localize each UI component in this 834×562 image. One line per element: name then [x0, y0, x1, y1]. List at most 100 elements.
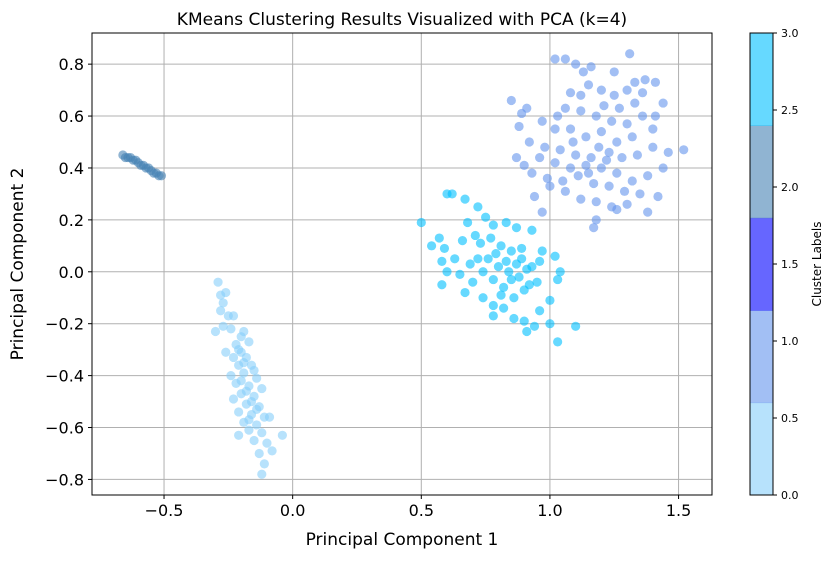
- cluster-1-point: [586, 152, 596, 163]
- y-tick-label: 0.4: [59, 159, 84, 178]
- cluster-2-point: [156, 171, 167, 181]
- cluster-1-point: [648, 124, 658, 134]
- cluster-3-point: [527, 225, 537, 235]
- x-tick-label: 0.5: [409, 501, 434, 520]
- cluster-1-point: [573, 171, 583, 181]
- cluster-1-point: [640, 75, 650, 85]
- cluster-0-point: [236, 376, 246, 386]
- colorbar-band: [750, 33, 773, 126]
- cluster-3-point: [442, 267, 452, 277]
- cluster-0-point: [239, 326, 249, 337]
- colorbar-band: [750, 125, 773, 219]
- cluster-0-point: [257, 383, 267, 394]
- cluster-0-point: [239, 368, 249, 378]
- cluster-0-point: [228, 311, 239, 321]
- cluster-1-point: [581, 132, 591, 142]
- cluster-0-point: [244, 425, 254, 435]
- cluster-1-point: [596, 127, 606, 137]
- cluster-1-point: [663, 147, 673, 157]
- cluster-1-point: [643, 171, 653, 181]
- cluster-1-point: [550, 54, 560, 64]
- plot-frame: [91, 32, 713, 496]
- cluster-1-point: [589, 178, 599, 189]
- cluster-1-point: [519, 160, 529, 170]
- colorbar-band: [750, 217, 773, 311]
- cluster-0-point: [221, 347, 231, 357]
- cluster-0-point: [249, 435, 259, 446]
- y-tick-label: −0.8: [45, 470, 84, 489]
- colorbar-tick-label: 3.0: [781, 27, 799, 40]
- cluster-1-point: [591, 111, 601, 121]
- cluster-0-point: [277, 430, 287, 440]
- cluster-1-point: [553, 111, 563, 121]
- cluster-1-point: [653, 191, 663, 202]
- cluster-0-point: [244, 415, 254, 425]
- grid-lines: [92, 33, 712, 495]
- cluster-1-point: [578, 67, 588, 77]
- cluster-1-point: [627, 132, 637, 142]
- y-tick-label: 0.2: [59, 211, 84, 230]
- y-tick-label: −0.2: [45, 315, 84, 334]
- cluster-1-point: [576, 90, 586, 100]
- cluster-3-point: [553, 337, 563, 347]
- cluster-3-point: [537, 246, 547, 256]
- y-axis-ticks: −0.8 −0.6 −0.4 −0.2 0.0 0.2 0.4 0.6 0.8: [45, 55, 92, 489]
- cluster-1-point: [560, 54, 570, 64]
- y-tick-label: −0.6: [45, 419, 84, 438]
- cluster-1-point: [596, 85, 606, 95]
- cluster-0-point: [234, 345, 244, 355]
- x-tick-label: 1.5: [666, 501, 691, 520]
- cluster-3-point: [473, 254, 483, 264]
- cluster-0-point: [216, 306, 226, 316]
- cluster-1-point: [565, 163, 576, 173]
- cluster-1-point: [537, 207, 547, 217]
- cluster-0-point: [244, 337, 254, 347]
- cluster-1-point: [612, 137, 622, 147]
- cluster-3-point: [499, 303, 509, 313]
- cluster-1-point: [581, 160, 591, 170]
- colorbar-tick-label: 1.0: [781, 335, 799, 348]
- cluster-3-point: [493, 261, 504, 272]
- cluster-3-point: [545, 319, 555, 329]
- cluster-1-point: [607, 116, 617, 126]
- x-axis-label: Principal Component 1: [306, 530, 499, 550]
- cluster-1-point: [625, 49, 635, 59]
- cluster-2-point: [146, 165, 156, 176]
- y-axis-label: Principal Component 2: [8, 168, 28, 361]
- cluster-1-point: [619, 186, 630, 196]
- cluster-3-point: [460, 194, 470, 204]
- cluster-1-point: [565, 88, 576, 98]
- cluster-1-point: [648, 142, 658, 152]
- cluster-1-point: [560, 186, 570, 196]
- cluster-0-point: [218, 298, 228, 308]
- cluster-1-point: [643, 207, 653, 217]
- cluster-3-point: [439, 243, 450, 254]
- cluster-1-point: [568, 137, 578, 147]
- colorbar-tick-label: 2.0: [781, 181, 799, 194]
- y-tick-label: 0.6: [59, 107, 84, 126]
- cluster-3-point: [499, 282, 509, 292]
- cluster-3-point: [509, 293, 519, 303]
- cluster-1-point: [630, 98, 640, 108]
- cluster-1-point: [571, 150, 581, 160]
- cluster-1-point: [535, 152, 545, 163]
- cluster-3-point: [511, 223, 522, 233]
- cluster-1-point: [609, 67, 619, 77]
- cluster-1-point: [622, 119, 632, 129]
- cluster-3-point: [416, 217, 426, 228]
- cluster-3-point: [481, 212, 491, 222]
- y-tick-label: 0.8: [59, 55, 84, 74]
- cluster-0-point: [228, 352, 239, 363]
- cluster-1-point: [537, 116, 547, 126]
- cluster-1-point: [542, 173, 552, 183]
- cluster-0-point: [226, 371, 236, 381]
- cluster-3-point: [447, 189, 457, 199]
- colorbar-tick-label: 2.5: [781, 104, 799, 117]
- cluster-1-point: [601, 155, 612, 165]
- cluster-1-point: [545, 181, 555, 191]
- colorbar-bands: [750, 33, 773, 496]
- cluster-3-point: [509, 313, 519, 324]
- cluster-3-point: [473, 202, 483, 212]
- cluster-1-point: [527, 168, 537, 178]
- cluster-3-point: [524, 280, 534, 290]
